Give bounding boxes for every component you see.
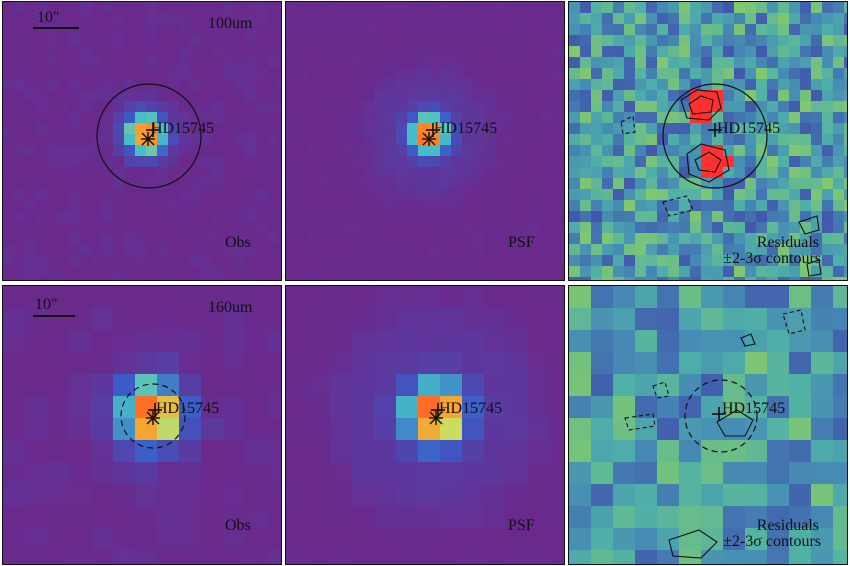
image-100um-residuals bbox=[569, 2, 847, 280]
contour-legend: ±2-3σ contours bbox=[723, 533, 821, 550]
scale-bar bbox=[33, 315, 75, 317]
target-label: HD15745 bbox=[439, 400, 503, 417]
band-label: 160um bbox=[208, 299, 253, 316]
panel-label: Obs bbox=[225, 517, 251, 534]
panel-label: Residuals bbox=[756, 234, 819, 251]
panel-100um-residuals: HD15745 Residuals ±2-3σ contours bbox=[568, 1, 848, 281]
panel-160um-residuals: HD15745 Residuals ±2-3σ contours bbox=[568, 285, 848, 565]
contour-legend: ±2-3σ contours bbox=[723, 250, 821, 267]
panel-160um-psf: HD15745 PSF bbox=[285, 285, 565, 565]
panel-label: Obs bbox=[225, 234, 251, 251]
panel-label: PSF bbox=[508, 517, 535, 534]
scale-bar-label: 10" bbox=[37, 9, 60, 26]
panel-100um-psf: HD15745 PSF bbox=[285, 1, 565, 281]
target-label: HD15745 bbox=[151, 120, 215, 137]
image-160um-psf bbox=[286, 286, 564, 564]
image-160um-obs bbox=[3, 286, 281, 564]
panel-100um-obs: 10" 100um HD15745 Obs bbox=[2, 1, 282, 281]
target-label: HD15745 bbox=[722, 400, 786, 417]
target-label: HD15745 bbox=[434, 120, 498, 137]
panel-160um-obs: 10" 160um HD15745 Obs bbox=[2, 285, 282, 565]
target-label: HD15745 bbox=[717, 120, 781, 137]
scale-bar bbox=[33, 27, 79, 29]
band-label: 100um bbox=[208, 15, 253, 32]
panel-label: Residuals bbox=[756, 517, 819, 534]
panel-label: PSF bbox=[508, 234, 535, 251]
target-label: HD15745 bbox=[156, 400, 220, 417]
image-100um-psf bbox=[286, 2, 564, 280]
image-160um-residuals bbox=[569, 286, 847, 564]
scale-bar-label: 10" bbox=[35, 296, 58, 313]
image-100um-obs bbox=[3, 2, 281, 280]
